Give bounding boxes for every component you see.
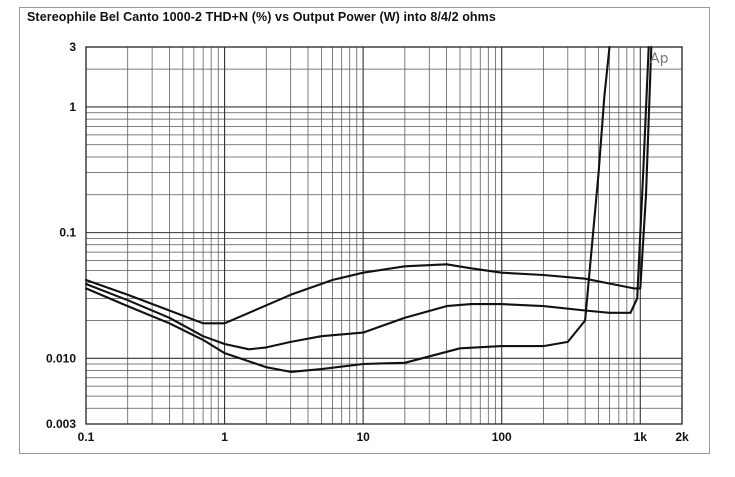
- plot-border: [85, 46, 683, 425]
- y-tick-label: 1: [69, 100, 76, 114]
- y-tick-label: 3: [69, 40, 76, 54]
- series-line-3: [84, 45, 611, 373]
- y-tick-label: 0.003: [46, 417, 76, 431]
- grid-major: [86, 47, 682, 424]
- series-group: [84, 45, 653, 373]
- series-line-1: [84, 45, 653, 325]
- y-tick-labels: 0.003 0.010 0.1 1 3: [46, 40, 76, 431]
- x-tick-label: 100: [492, 430, 512, 444]
- series-line-2: [84, 45, 650, 351]
- chart-frame: [19, 7, 710, 454]
- x-tick-label: 10: [356, 430, 370, 444]
- x-tick-label: 1k: [634, 430, 648, 444]
- ap-watermark: Ap: [650, 51, 669, 67]
- y-tick-label: 0.010: [46, 351, 76, 365]
- y-tick-label: 0.1: [59, 226, 76, 240]
- x-tick-label: 1: [221, 430, 228, 444]
- x-tick-labels: 0.1 1 10 100 1k 2k: [78, 430, 689, 444]
- grid-minor: [86, 47, 682, 424]
- x-tick-label: 2k: [675, 430, 689, 444]
- x-tick-label: 0.1: [78, 430, 95, 444]
- chart-title: Stereophile Bel Canto 1000-2 THD+N (%) v…: [27, 10, 496, 24]
